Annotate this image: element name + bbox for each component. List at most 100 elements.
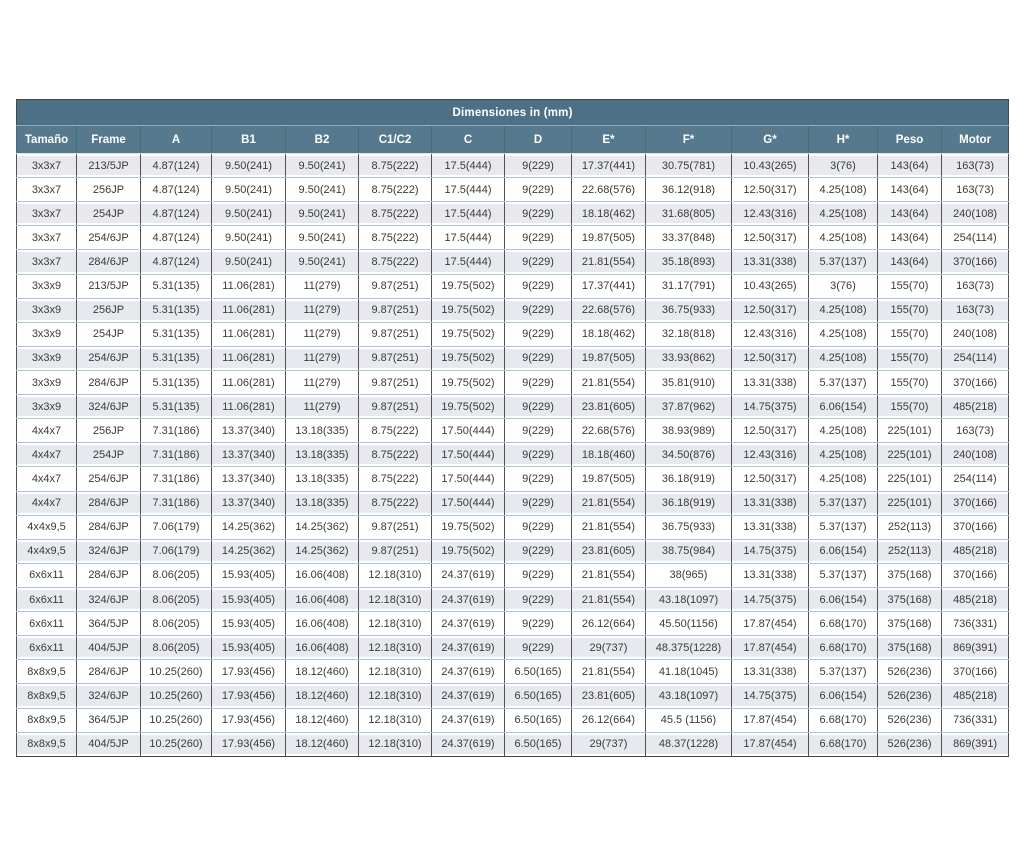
cell: 3(76) (808, 153, 878, 179)
cell: 6.68(170) (808, 708, 878, 733)
cell: 4x4x7 (16, 442, 77, 468)
cell: 5.31(135) (140, 274, 212, 299)
cell: 26.12(664) (571, 611, 646, 637)
cell: 8.75(222) (358, 491, 432, 516)
table-row: 3x3x7 213/5JP 4.87(124) 9.50(241) 9.50(241) 8… (16, 153, 1010, 179)
cell: 155(70) (877, 370, 942, 396)
cell: 12.50(317) (731, 225, 809, 251)
cell: 9.87(251) (358, 370, 432, 396)
cell: 370(166) (940, 659, 1010, 685)
cell: 14.25(362) (285, 539, 359, 564)
cell: 9.87(251) (358, 515, 432, 540)
cell: 15.93(405) (211, 635, 286, 661)
cell: 370(166) (940, 370, 1010, 396)
cell: 3x3x7 (16, 177, 77, 203)
cell: 22.68(576) (571, 177, 646, 203)
cell: 240(108) (940, 201, 1010, 227)
cell: 21.81(554) (571, 249, 646, 275)
cell: 155(70) (877, 394, 942, 420)
cell: 4x4x7 (16, 418, 77, 444)
cell: 17.5(444) (431, 225, 505, 251)
cell: 375(168) (877, 563, 942, 588)
cell: 22.68(576) (571, 418, 646, 444)
cell: 324/6JP (76, 394, 141, 420)
cell: 19.75(502) (431, 346, 505, 371)
column-header: G* (731, 125, 809, 154)
cell: 17.93(456) (211, 683, 286, 709)
cell: 163(73) (940, 274, 1010, 299)
cell: 11(279) (285, 370, 359, 396)
cell: 12.18(310) (358, 659, 432, 685)
cell: 4.87(124) (140, 201, 212, 227)
cell: 284/6JP (76, 659, 141, 685)
table-row: 4x4x9,5 284/6JP 7.06(179) 14.25(362) 14.25(3… (16, 515, 1010, 540)
column-header: C1/C2 (358, 125, 432, 154)
cell: 9(229) (504, 346, 572, 371)
table-row: 4x4x7 284/6JP 7.31(186) 13.37(340) 13.18(335… (16, 491, 1010, 516)
cell: 19.87(505) (571, 466, 646, 492)
table-row: 3x3x7 256JP 4.87(124) 9.50(241) 9.50(241) 8.7… (16, 177, 1010, 203)
cell: 736(331) (940, 708, 1010, 733)
cell: 9.50(241) (285, 153, 359, 179)
cell: 4.87(124) (140, 177, 212, 203)
cell: 4.87(124) (140, 153, 212, 179)
cell: 11.06(281) (211, 322, 286, 347)
cell: 11.06(281) (211, 346, 286, 371)
cell: 9.87(251) (358, 274, 432, 299)
cell: 3(76) (808, 274, 878, 299)
column-header: Motor (940, 125, 1009, 154)
cell: 370(166) (940, 563, 1010, 588)
cell: 9(229) (504, 322, 572, 347)
cell: 23.81(605) (571, 539, 646, 564)
column-header: E* (571, 125, 646, 154)
cell: 163(73) (940, 177, 1010, 203)
cell: 10.25(260) (140, 683, 212, 709)
cell: 17.37(441) (571, 153, 646, 179)
cell: 11(279) (285, 322, 359, 347)
cell: 526(236) (877, 708, 942, 733)
cell: 13.37(340) (211, 466, 286, 492)
cell: 4.25(108) (808, 322, 878, 347)
cell: 8.75(222) (358, 442, 432, 468)
cell: 163(73) (940, 153, 1010, 179)
table-row: 3x3x9 213/5JP 5.31(135) 11.06(281) 11(279) 9.… (16, 274, 1010, 299)
cell: 375(168) (877, 587, 942, 613)
cell: 6.68(170) (808, 611, 878, 637)
cell: 24.37(619) (431, 635, 505, 661)
cell: 8.75(222) (358, 201, 432, 227)
cell: 8.06(205) (140, 611, 212, 637)
table-row: 3x3x9 254/6JP 5.31(135) 11.06(281) 11(279) 9.… (16, 346, 1010, 371)
cell: 12.18(310) (358, 635, 432, 661)
cell: 6.68(170) (808, 732, 878, 758)
cell: 9(229) (504, 491, 572, 516)
cell: 19.75(502) (431, 274, 505, 299)
cell: 45.50(1156) (645, 611, 732, 637)
cell: 10.25(260) (140, 659, 212, 685)
cell: 11.06(281) (211, 298, 286, 323)
cell: 8.75(222) (358, 225, 432, 251)
cell: 11.06(281) (211, 370, 286, 396)
cell: 163(73) (940, 418, 1010, 444)
cell: 36.18(919) (645, 491, 732, 516)
cell: 6x6x11 (16, 563, 77, 588)
cell: 21.81(554) (571, 370, 646, 396)
table-row: 4x4x7 256JP 7.31(186) 13.37(340) 13.18(335) 8… (16, 418, 1010, 444)
cell: 18.12(460) (285, 708, 359, 733)
cell: 5.31(135) (140, 394, 212, 420)
cell: 11(279) (285, 346, 359, 371)
cell: 8.75(222) (358, 418, 432, 444)
cell: 364/5JP (76, 611, 141, 637)
cell: 21.81(554) (571, 563, 646, 588)
cell: 6x6x11 (16, 611, 77, 637)
cell: 4x4x9,5 (16, 539, 77, 564)
cell: 256JP (76, 298, 141, 323)
cell: 12.18(310) (358, 611, 432, 637)
cell: 24.37(619) (431, 683, 505, 709)
cell: 17.5(444) (431, 153, 505, 179)
cell: 143(64) (877, 201, 942, 227)
cell: 256JP (76, 418, 141, 444)
cell: 375(168) (877, 635, 942, 661)
cell: 13.37(340) (211, 491, 286, 516)
column-header: D (504, 125, 572, 154)
cell: 3x3x9 (16, 322, 77, 347)
